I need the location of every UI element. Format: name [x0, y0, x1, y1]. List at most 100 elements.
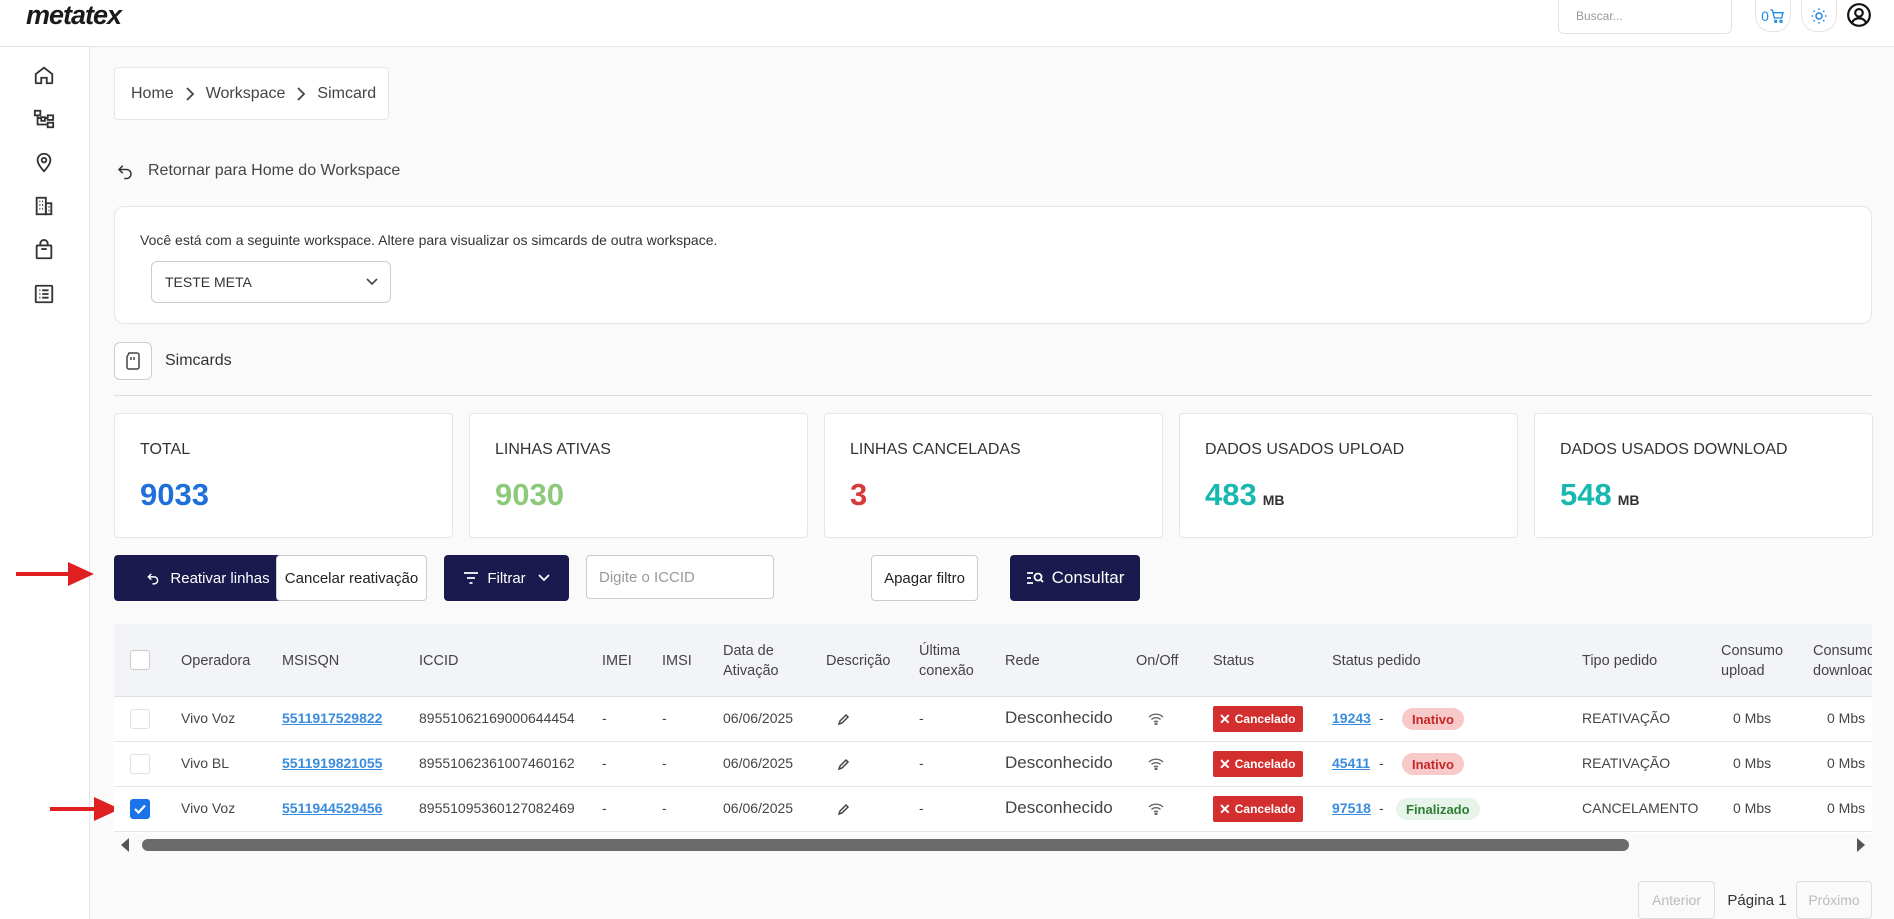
cell-rede: Desconhecido — [1005, 798, 1113, 817]
cell-upload: 0 Mbs — [1733, 710, 1772, 726]
scrollbar-thumb[interactable] — [142, 839, 1629, 851]
clear-filter-button[interactable]: Apagar filtro — [871, 555, 978, 601]
select-all-checkbox[interactable] — [130, 650, 150, 670]
stat-download-data: DADOS USADOS DOWNLOAD 548 MB — [1534, 413, 1873, 538]
workspace-card: Você está com a seguinte workspace. Alte… — [114, 206, 1872, 324]
user-avatar-icon[interactable] — [1846, 2, 1872, 28]
sidebar — [0, 47, 90, 919]
cell-imei: - — [602, 710, 607, 726]
cell-iccid: 89551062169000644454 — [419, 710, 575, 726]
simcard-icon — [126, 352, 140, 370]
workspace-select[interactable]: TESTE META — [151, 261, 391, 303]
shopping-bag-icon[interactable] — [33, 239, 55, 261]
col-imei[interactable]: IMEI — [602, 653, 632, 669]
cell-upload: 0 Mbs — [1733, 800, 1772, 816]
chevron-right-icon — [297, 86, 306, 101]
cell-dash: - — [1379, 710, 1384, 726]
col-consumo-upload[interactable]: Consumo upload — [1721, 643, 1784, 679]
table-row: Vivo Voz 5511917529822 89551062169000644… — [114, 697, 1872, 742]
prev-page-button[interactable]: Anterior — [1638, 881, 1715, 919]
building-icon[interactable] — [33, 195, 55, 217]
search-input[interactable]: Buscar... — [1558, 0, 1732, 34]
checkmark-icon — [134, 804, 146, 815]
col-iccid[interactable]: ICCID — [419, 653, 459, 669]
col-on-off[interactable]: On/Off — [1136, 653, 1179, 669]
col-status-pedido[interactable]: Status pedido — [1332, 653, 1421, 669]
search-list-icon — [1026, 572, 1044, 584]
reactivate-lines-button[interactable]: Reativar linhas — [114, 555, 302, 601]
cart-count: 0 — [1761, 7, 1769, 24]
stat-cancelled-lines: LINHAS CANCELADAS 3 — [824, 413, 1163, 538]
col-tipo-pedido[interactable]: Tipo pedido — [1582, 653, 1658, 669]
col-operadora[interactable]: Operadora — [181, 653, 251, 669]
cell-msisdn-link[interactable]: 5511919821055 — [282, 755, 383, 771]
cell-msisdn-link[interactable]: 5511917529822 — [282, 710, 383, 726]
wifi-icon — [1148, 803, 1164, 815]
breadcrumb-home[interactable]: Home — [131, 84, 174, 102]
cart-button[interactable]: 0 — [1755, 0, 1791, 32]
stat-label: LINHAS ATIVAS — [495, 441, 611, 458]
scroll-left-icon[interactable] — [120, 838, 130, 852]
cancel-reactivation-button[interactable]: Cancelar reativação — [276, 555, 427, 601]
col-msisqn[interactable]: MSISQN — [282, 653, 340, 669]
col-data-ativacao[interactable]: Data de Ativação — [723, 643, 779, 679]
stat-value: 548 MB — [1560, 477, 1640, 512]
undo-arrow-icon — [117, 165, 132, 180]
cell-operadora: Vivo BL — [181, 755, 229, 771]
pencil-icon[interactable] — [838, 758, 850, 770]
horizontal-scrollbar[interactable] — [114, 833, 1872, 857]
close-icon: ✕ — [1219, 755, 1231, 772]
next-page-button[interactable]: Próximo — [1796, 881, 1872, 919]
order-link[interactable]: 19243 — [1332, 710, 1371, 726]
consult-label: Consultar — [1051, 568, 1125, 587]
breadcrumb-workspace[interactable]: Workspace — [205, 84, 286, 102]
pencil-icon[interactable] — [838, 803, 850, 815]
chevron-down-icon — [538, 574, 550, 582]
home-icon[interactable] — [33, 64, 55, 86]
table-header: Operadora MSISQN ICCID IMEI IMSI Data de… — [114, 624, 1872, 697]
cell-imei: - — [602, 800, 607, 816]
cell-tipo: CANCELAMENTO — [1582, 800, 1699, 816]
simcards-table: Operadora MSISQN ICCID IMEI IMSI Data de… — [114, 624, 1872, 833]
theme-toggle-button[interactable] — [1801, 0, 1837, 32]
scroll-right-icon[interactable] — [1856, 838, 1866, 852]
cell-download: 0 Mbs — [1827, 800, 1866, 816]
pencil-icon[interactable] — [838, 713, 850, 725]
cell-imei: - — [602, 755, 607, 771]
col-imsi[interactable]: IMSI — [662, 653, 692, 669]
hierarchy-icon[interactable] — [33, 108, 55, 130]
order-status-pill: Inativo — [1402, 753, 1464, 775]
status-badge: ✕ Cancelado — [1213, 706, 1304, 732]
col-rede[interactable]: Rede — [1005, 653, 1040, 669]
col-status[interactable]: Status — [1213, 653, 1255, 669]
col-ultima-conexao[interactable]: Última conexão — [919, 643, 974, 679]
page-indicator: Página 1 — [1727, 891, 1787, 909]
filter-button[interactable]: Filtrar — [444, 555, 569, 601]
row-checkbox[interactable] — [130, 709, 150, 729]
cell-tipo: REATIVAÇÃO — [1582, 710, 1671, 726]
stat-active-lines: LINHAS ATIVAS 9030 — [469, 413, 808, 538]
cell-rede: Desconhecido — [1005, 753, 1113, 772]
cell-data: 06/06/2025 — [723, 755, 794, 771]
wifi-icon — [1148, 758, 1164, 770]
cell-msisdn-link[interactable]: 5511944529456 — [282, 800, 383, 816]
list-icon[interactable] — [33, 283, 55, 305]
cell-ultima: - — [919, 755, 924, 771]
logo: metatex — [26, 0, 122, 30]
order-link[interactable]: 45411 — [1332, 755, 1371, 771]
col-consumo-download[interactable]: Consumo download — [1813, 643, 1872, 679]
location-pin-icon[interactable] — [33, 151, 55, 173]
cell-iccid: 89551062361007460162 — [419, 755, 575, 771]
row-checkbox[interactable] — [130, 799, 150, 819]
cart-icon — [1770, 8, 1784, 23]
iccid-input[interactable]: Digite o ICCID — [586, 555, 774, 599]
order-link[interactable]: 97518 — [1332, 800, 1371, 816]
back-link-label: Retornar para Home do Workspace — [148, 162, 401, 179]
consult-button[interactable]: Consultar — [1010, 555, 1140, 601]
col-descricao[interactable]: Descrição — [826, 653, 891, 669]
row-checkbox[interactable] — [130, 754, 150, 774]
simcards-section-header: Simcards — [114, 342, 232, 380]
back-link[interactable]: Retornar para Home do Workspace — [116, 162, 400, 180]
chevron-down-icon — [366, 278, 378, 286]
stat-value: 9033 — [140, 477, 209, 512]
